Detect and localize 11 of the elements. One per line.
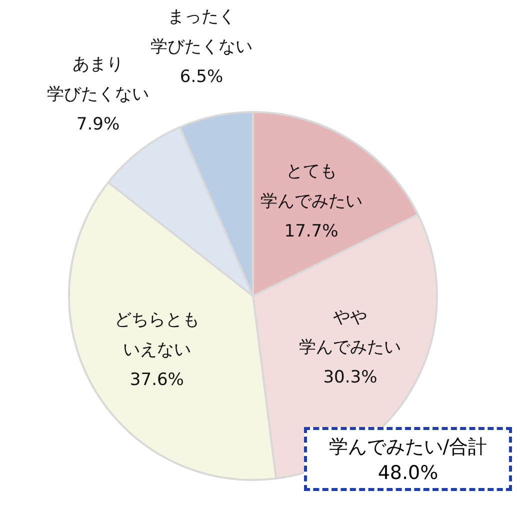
data-label: 30.3% [323, 368, 378, 388]
slice-label: あまり学びたくない [47, 54, 149, 104]
slice-label: やや学んでみたい [299, 308, 402, 358]
data-label: 7.9% [76, 114, 120, 134]
slice-label: まったく学びたくない [150, 6, 253, 57]
data-label: 17.7% [284, 222, 338, 242]
data-label: 37.6% [130, 370, 184, 390]
text: 学んでみたい/合計 48.0% [304, 427, 512, 491]
slice-label: どちらともいえない [114, 310, 200, 360]
slice-label: とても学んでみたい [260, 162, 362, 212]
data-label: 6.5% [180, 66, 224, 87]
